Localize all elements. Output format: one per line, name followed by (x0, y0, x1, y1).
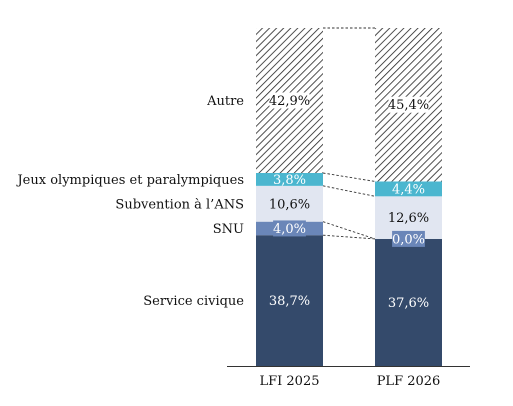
legend-label: Autre (206, 94, 244, 109)
data-label-bg (269, 92, 310, 109)
bar-segment-3-0 (256, 173, 323, 186)
data-label: 3,8% (273, 173, 306, 188)
data-label: 38,7% (269, 294, 310, 309)
bar-segment-0-1 (375, 238, 442, 366)
legend-label: Subvention à l’ANS (115, 197, 244, 212)
legend-label: Jeux olympiques et paralympiques (15, 173, 244, 188)
data-label-bg (273, 220, 306, 237)
legend-label: SNU (213, 222, 244, 237)
connector-line (322, 185, 376, 197)
x-tick-label: PLF 2026 (377, 374, 441, 389)
data-label-bg (392, 230, 425, 247)
data-label: 0,0% (392, 232, 425, 247)
data-label: 4,4% (392, 182, 425, 197)
data-label: 10,6% (269, 197, 310, 212)
connector-line (322, 172, 376, 182)
bar-segment-0-0 (256, 235, 323, 366)
data-label-bg (388, 96, 429, 113)
connector-line (322, 221, 376, 240)
data-label: 37,6% (388, 296, 429, 311)
data-label: 45,4% (388, 98, 429, 113)
data-label: 42,9% (269, 94, 310, 109)
legend-label: Service civique (143, 294, 244, 309)
data-label: 12,6% (388, 211, 429, 226)
data-label: 4,0% (273, 222, 306, 237)
connector-line (322, 234, 376, 240)
x-tick-label: LFI 2025 (259, 374, 319, 389)
bar-segment-3-1 (375, 181, 442, 197)
bar-segment-2-0 (256, 185, 323, 222)
